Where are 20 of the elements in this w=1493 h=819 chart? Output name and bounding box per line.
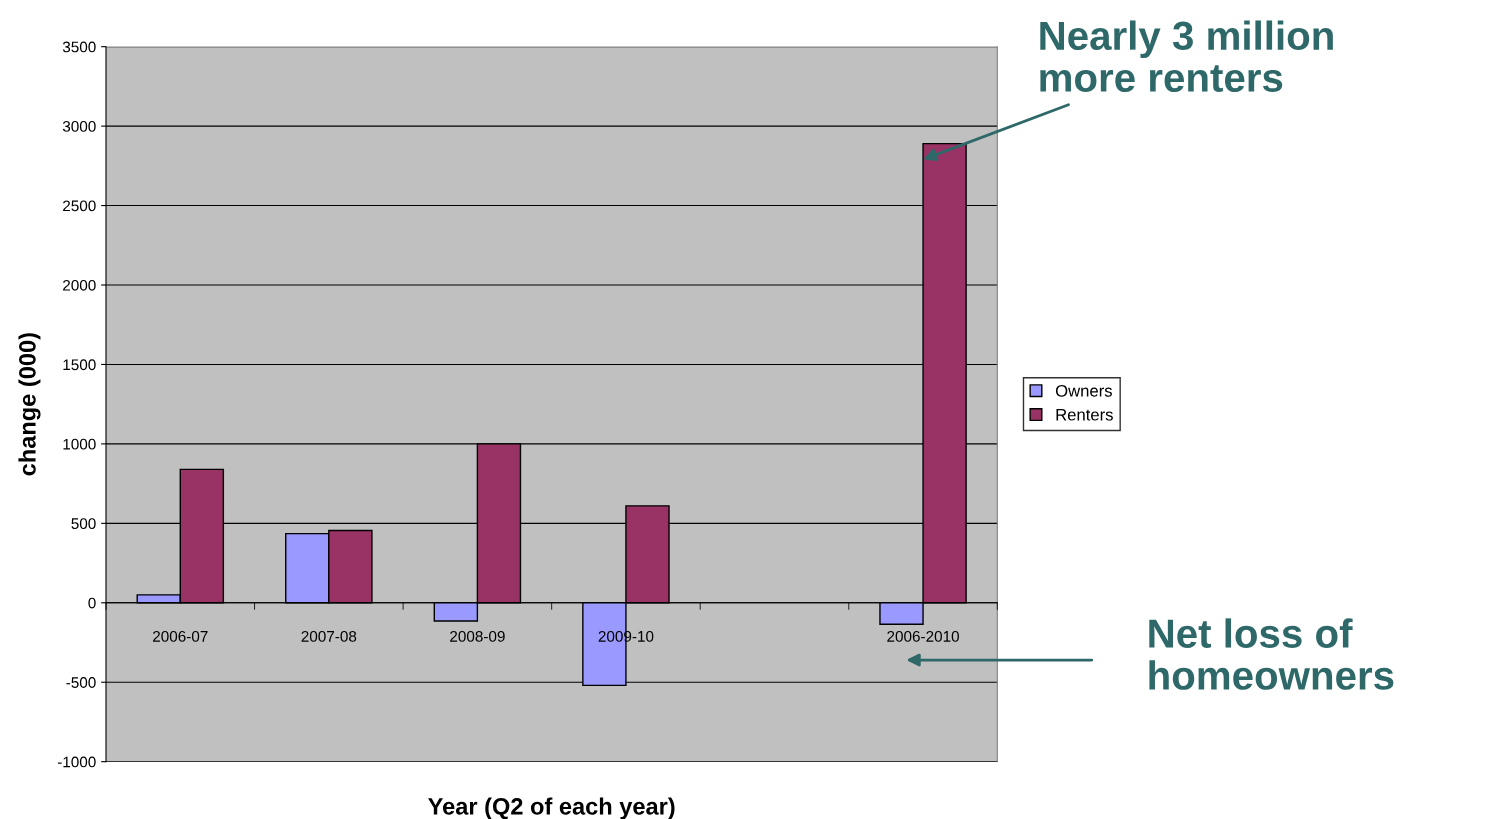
y-tick-label: 2000 (63, 279, 96, 291)
y-tick-label: 0 (88, 597, 96, 609)
x-tick-label: 2008-09 (450, 630, 505, 642)
y-tick-label: 1500 (63, 359, 96, 371)
x-axis-title: Year (Q2 of each year) (428, 797, 675, 819)
x-tick-label: 2006-07 (153, 630, 208, 642)
y-tick-label: -1000 (57, 756, 96, 768)
y-tick-label: 500 (71, 518, 96, 530)
legend-label: Owners (1055, 384, 1112, 397)
annotation: Nearly 3 million more renters (1040, 20, 1333, 92)
y-tick-label: 3000 (62, 120, 96, 132)
x-tick-label: 2007-08 (301, 630, 357, 642)
y-tick-label: 3500 (62, 41, 96, 53)
y-tick-label: 1000 (63, 438, 96, 450)
y-axis-title: change (000) (18, 333, 41, 476)
x-tick-label: 2006-2010 (887, 630, 959, 642)
y-tick-label: 2500 (63, 200, 96, 212)
y-tick-label: -500 (66, 677, 96, 688)
legend-label: Renters (1056, 408, 1113, 421)
text: Net loss of homeowners (1149, 618, 1394, 690)
